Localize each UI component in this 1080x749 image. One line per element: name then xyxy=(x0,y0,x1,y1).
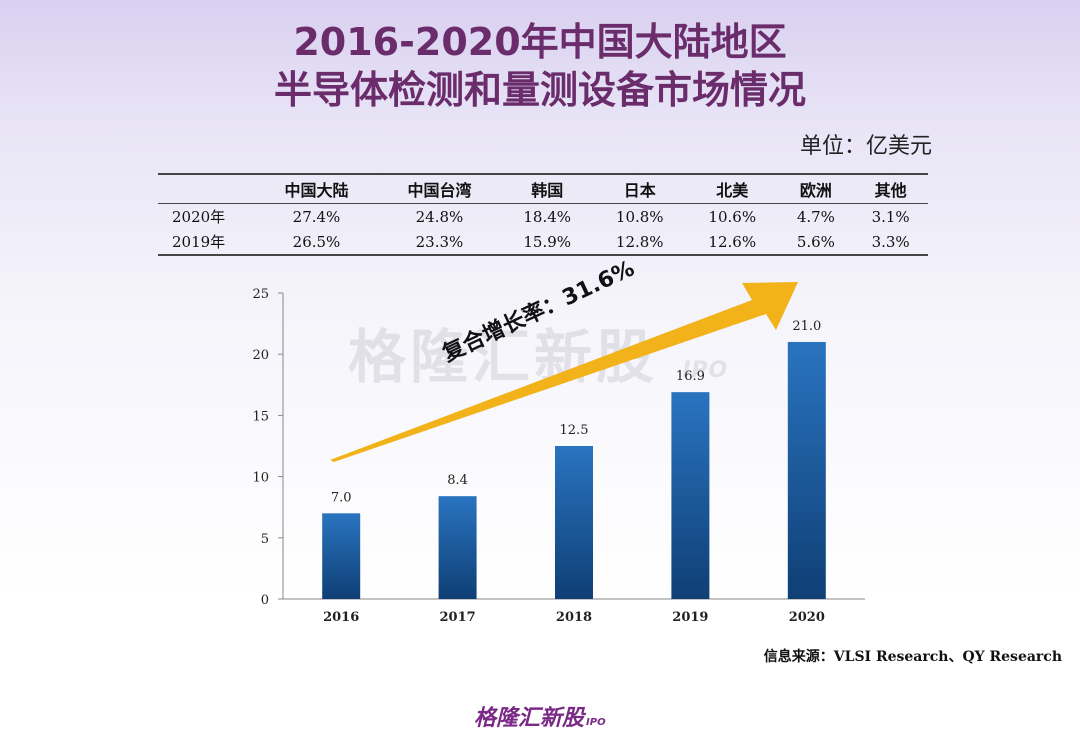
row-label: 2020年 xyxy=(172,208,226,226)
table-header-cell: 韩国 xyxy=(500,174,594,204)
bar xyxy=(787,341,826,599)
table-cell: 12.8% xyxy=(615,232,664,251)
table-header-row: 中国大陆 中国台湾 韩国 日本 北美 欧洲 其他 xyxy=(158,174,928,204)
table-cell: 23.3% xyxy=(415,232,464,251)
x-tick-label: 2016 xyxy=(323,610,359,625)
table-header-cell: 北美 xyxy=(686,174,779,204)
source-note: 信息来源：VLSI Research、QY Research xyxy=(763,649,1062,665)
chart-bars xyxy=(322,341,826,599)
chart-title: 2016-2020年中国大陆地区 半导体检测和量测设备市场情况 xyxy=(0,18,1080,114)
data-label: 12.5 xyxy=(560,423,589,438)
bar xyxy=(671,392,710,599)
table-cell: 15.9% xyxy=(523,232,572,251)
table-row: 2019年 26.5% 23.3% 15.9% 12.8% 12.6% 5.6%… xyxy=(158,229,928,255)
logo-suffix: IPO xyxy=(586,717,606,728)
market-share-table: 中国大陆 中国台湾 韩国 日本 北美 欧洲 其他 2020年 27.4% 24.… xyxy=(158,173,928,256)
x-tick-label: 2019 xyxy=(672,610,708,625)
row-label: 2019年 xyxy=(172,233,226,251)
table-cell: 18.4% xyxy=(523,207,572,226)
table-header-cell: 中国大陆 xyxy=(255,174,378,204)
title-line-2: 半导体检测和量测设备市场情况 xyxy=(273,68,806,112)
data-label: 7.0 xyxy=(331,490,352,505)
table-cell: 5.6% xyxy=(796,232,835,251)
y-tick-label: 10 xyxy=(252,471,269,486)
table-cell: 10.6% xyxy=(708,207,757,226)
growth-arrow-shape xyxy=(330,282,798,462)
bar xyxy=(438,496,477,599)
logo-text: 格隆汇新股 xyxy=(474,706,585,731)
growth-arrow xyxy=(330,282,798,462)
y-tick-label: 0 xyxy=(261,593,269,608)
data-label: 21.0 xyxy=(792,319,821,334)
table-cell: 12.6% xyxy=(708,232,757,251)
table-cell: 24.8% xyxy=(415,207,464,226)
table-header-cell: 欧洲 xyxy=(778,174,854,204)
y-tick-label: 25 xyxy=(252,287,269,302)
x-tick-label: 2020 xyxy=(789,610,825,625)
table-cell: 4.7% xyxy=(796,207,835,226)
data-label: 8.4 xyxy=(447,473,468,488)
chart-labels: 7.0 2016 8.4 2017 12.5 2018 16.9 2019 21.0 2020 xyxy=(323,319,825,625)
watermark-suffix: IPO xyxy=(682,358,729,383)
table-header-cell xyxy=(158,174,255,204)
table-cell: 26.5% xyxy=(292,232,341,251)
table-header-cell: 日本 xyxy=(593,174,686,204)
table-cell: 3.1% xyxy=(871,207,910,226)
x-tick-label: 2018 xyxy=(556,610,592,625)
y-tick-label: 5 xyxy=(261,532,269,547)
table-cell: 27.4% xyxy=(292,207,341,226)
table-cell: 10.8% xyxy=(615,207,664,226)
y-tick-label: 15 xyxy=(252,409,269,424)
bar xyxy=(322,513,361,599)
data-label: 16.9 xyxy=(676,369,705,384)
table-row: 2020年 27.4% 24.8% 18.4% 10.8% 10.6% 4.7%… xyxy=(158,204,928,230)
x-tick-label: 2017 xyxy=(440,610,476,625)
unit-label: 单位：亿美元 xyxy=(799,134,932,159)
table-header-cell: 中国台湾 xyxy=(377,174,501,204)
brand-logo: 格隆汇新股 IPO xyxy=(474,700,606,732)
y-tick-label: 20 xyxy=(252,348,269,363)
table-header-cell: 其他 xyxy=(853,174,928,204)
title-line-1: 2016-2020年中国大陆地区 xyxy=(293,20,787,64)
bar xyxy=(555,446,593,599)
table-cell: 3.3% xyxy=(871,232,910,251)
